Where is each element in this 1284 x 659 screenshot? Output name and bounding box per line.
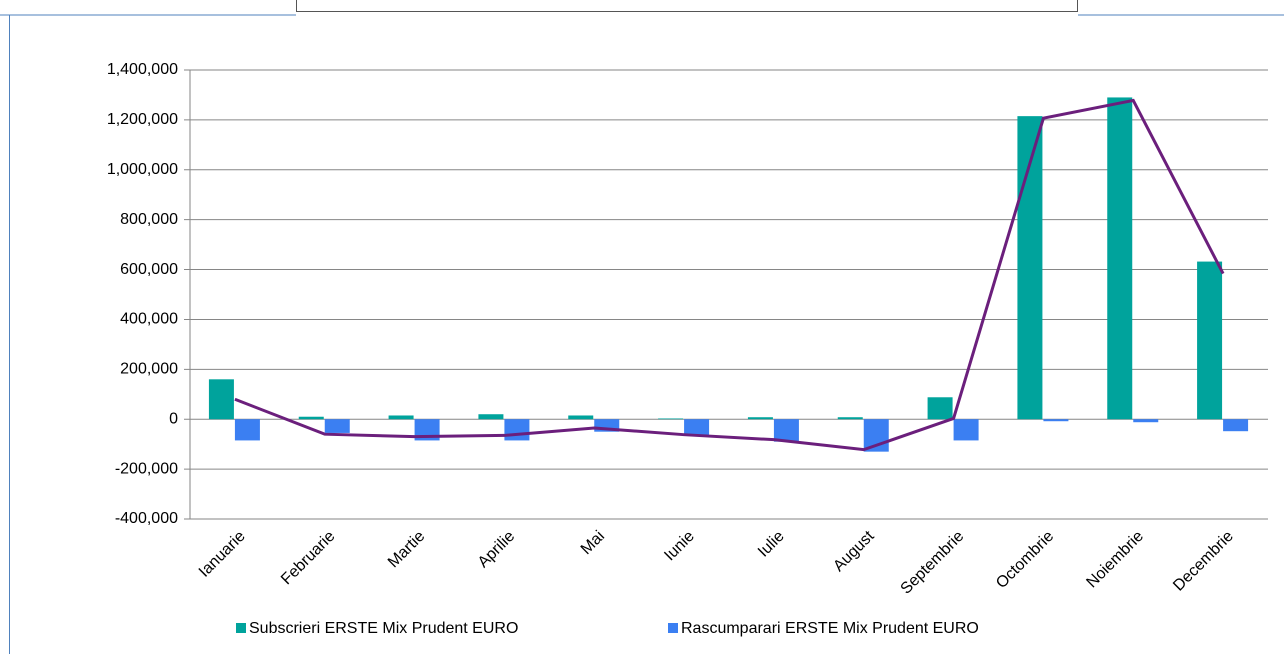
y-tick-label: 0 (169, 410, 178, 427)
legend-swatch (236, 623, 246, 633)
bar (234, 419, 260, 441)
bar (927, 397, 953, 420)
y-tick-label: 400,000 (120, 311, 178, 328)
y-tick-label: 600,000 (120, 261, 178, 278)
legend-swatch (668, 623, 678, 633)
bar (324, 419, 350, 433)
y-tick-label: 200,000 (120, 361, 178, 378)
bar (1223, 419, 1249, 432)
bar (773, 419, 799, 442)
bar (478, 414, 504, 420)
bar (684, 419, 710, 436)
y-tick-label: 1,000,000 (107, 161, 178, 178)
legend-label: Subscrieri ERSTE Mix Prudent EURO (249, 620, 518, 637)
bar (208, 379, 234, 420)
bar (747, 417, 773, 420)
y-tick-label: 800,000 (120, 211, 178, 228)
bar (298, 416, 324, 420)
y-tick-label: -200,000 (115, 460, 178, 477)
bar (1197, 261, 1223, 420)
title-box (296, 0, 1078, 12)
bar (953, 419, 979, 441)
y-tick-label: 1,200,000 (107, 111, 178, 128)
legend-label: Rascumparari ERSTE Mix Prudent EURO (681, 620, 979, 637)
line-series (234, 98, 1225, 452)
bar (504, 419, 530, 441)
bar (1043, 419, 1069, 422)
y-tick-label: -400,000 (115, 510, 178, 527)
bar (388, 415, 414, 420)
bar (568, 415, 594, 420)
bar (837, 417, 863, 420)
y-tick-label: 1,400,000 (107, 61, 178, 78)
bar (658, 418, 684, 420)
bar (1107, 97, 1133, 420)
frame (0, 14, 1284, 654)
bar (1133, 419, 1159, 423)
